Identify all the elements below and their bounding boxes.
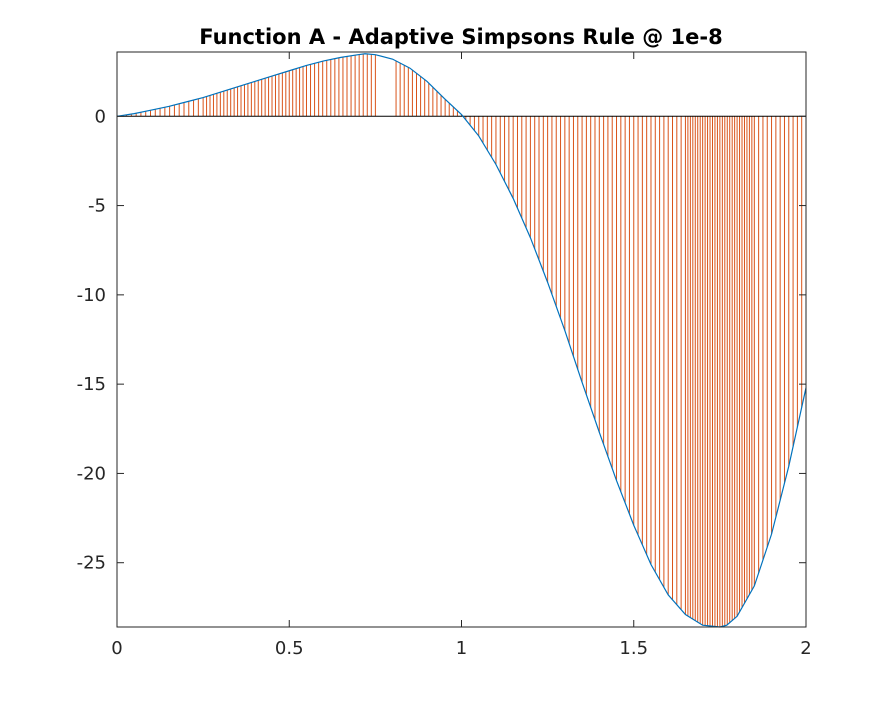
chart-title: Function A - Adaptive Simpsons Rule @ 1e… [199, 25, 722, 49]
y-tick-label: -25 [77, 553, 106, 574]
y-tick-label: 0 [95, 106, 106, 127]
axes: 0 0.5 1 1.5 2 -25 -20 -15 -10 -5 0 [77, 51, 812, 659]
stem-series [121, 53, 807, 627]
function-curve [116, 53, 807, 628]
y-tick-label: -15 [77, 374, 106, 395]
plot-area [116, 53, 807, 628]
y-tick-label: -20 [77, 463, 106, 484]
x-tick-label: 1.5 [619, 638, 648, 659]
x-tick-label: 2 [800, 638, 811, 659]
x-tick-label: 0 [111, 638, 122, 659]
x-tick-label: 1 [456, 638, 467, 659]
x-tick-label: 0.5 [275, 638, 304, 659]
y-tick-label: -5 [88, 196, 106, 217]
y-tick-label: -10 [77, 285, 106, 306]
